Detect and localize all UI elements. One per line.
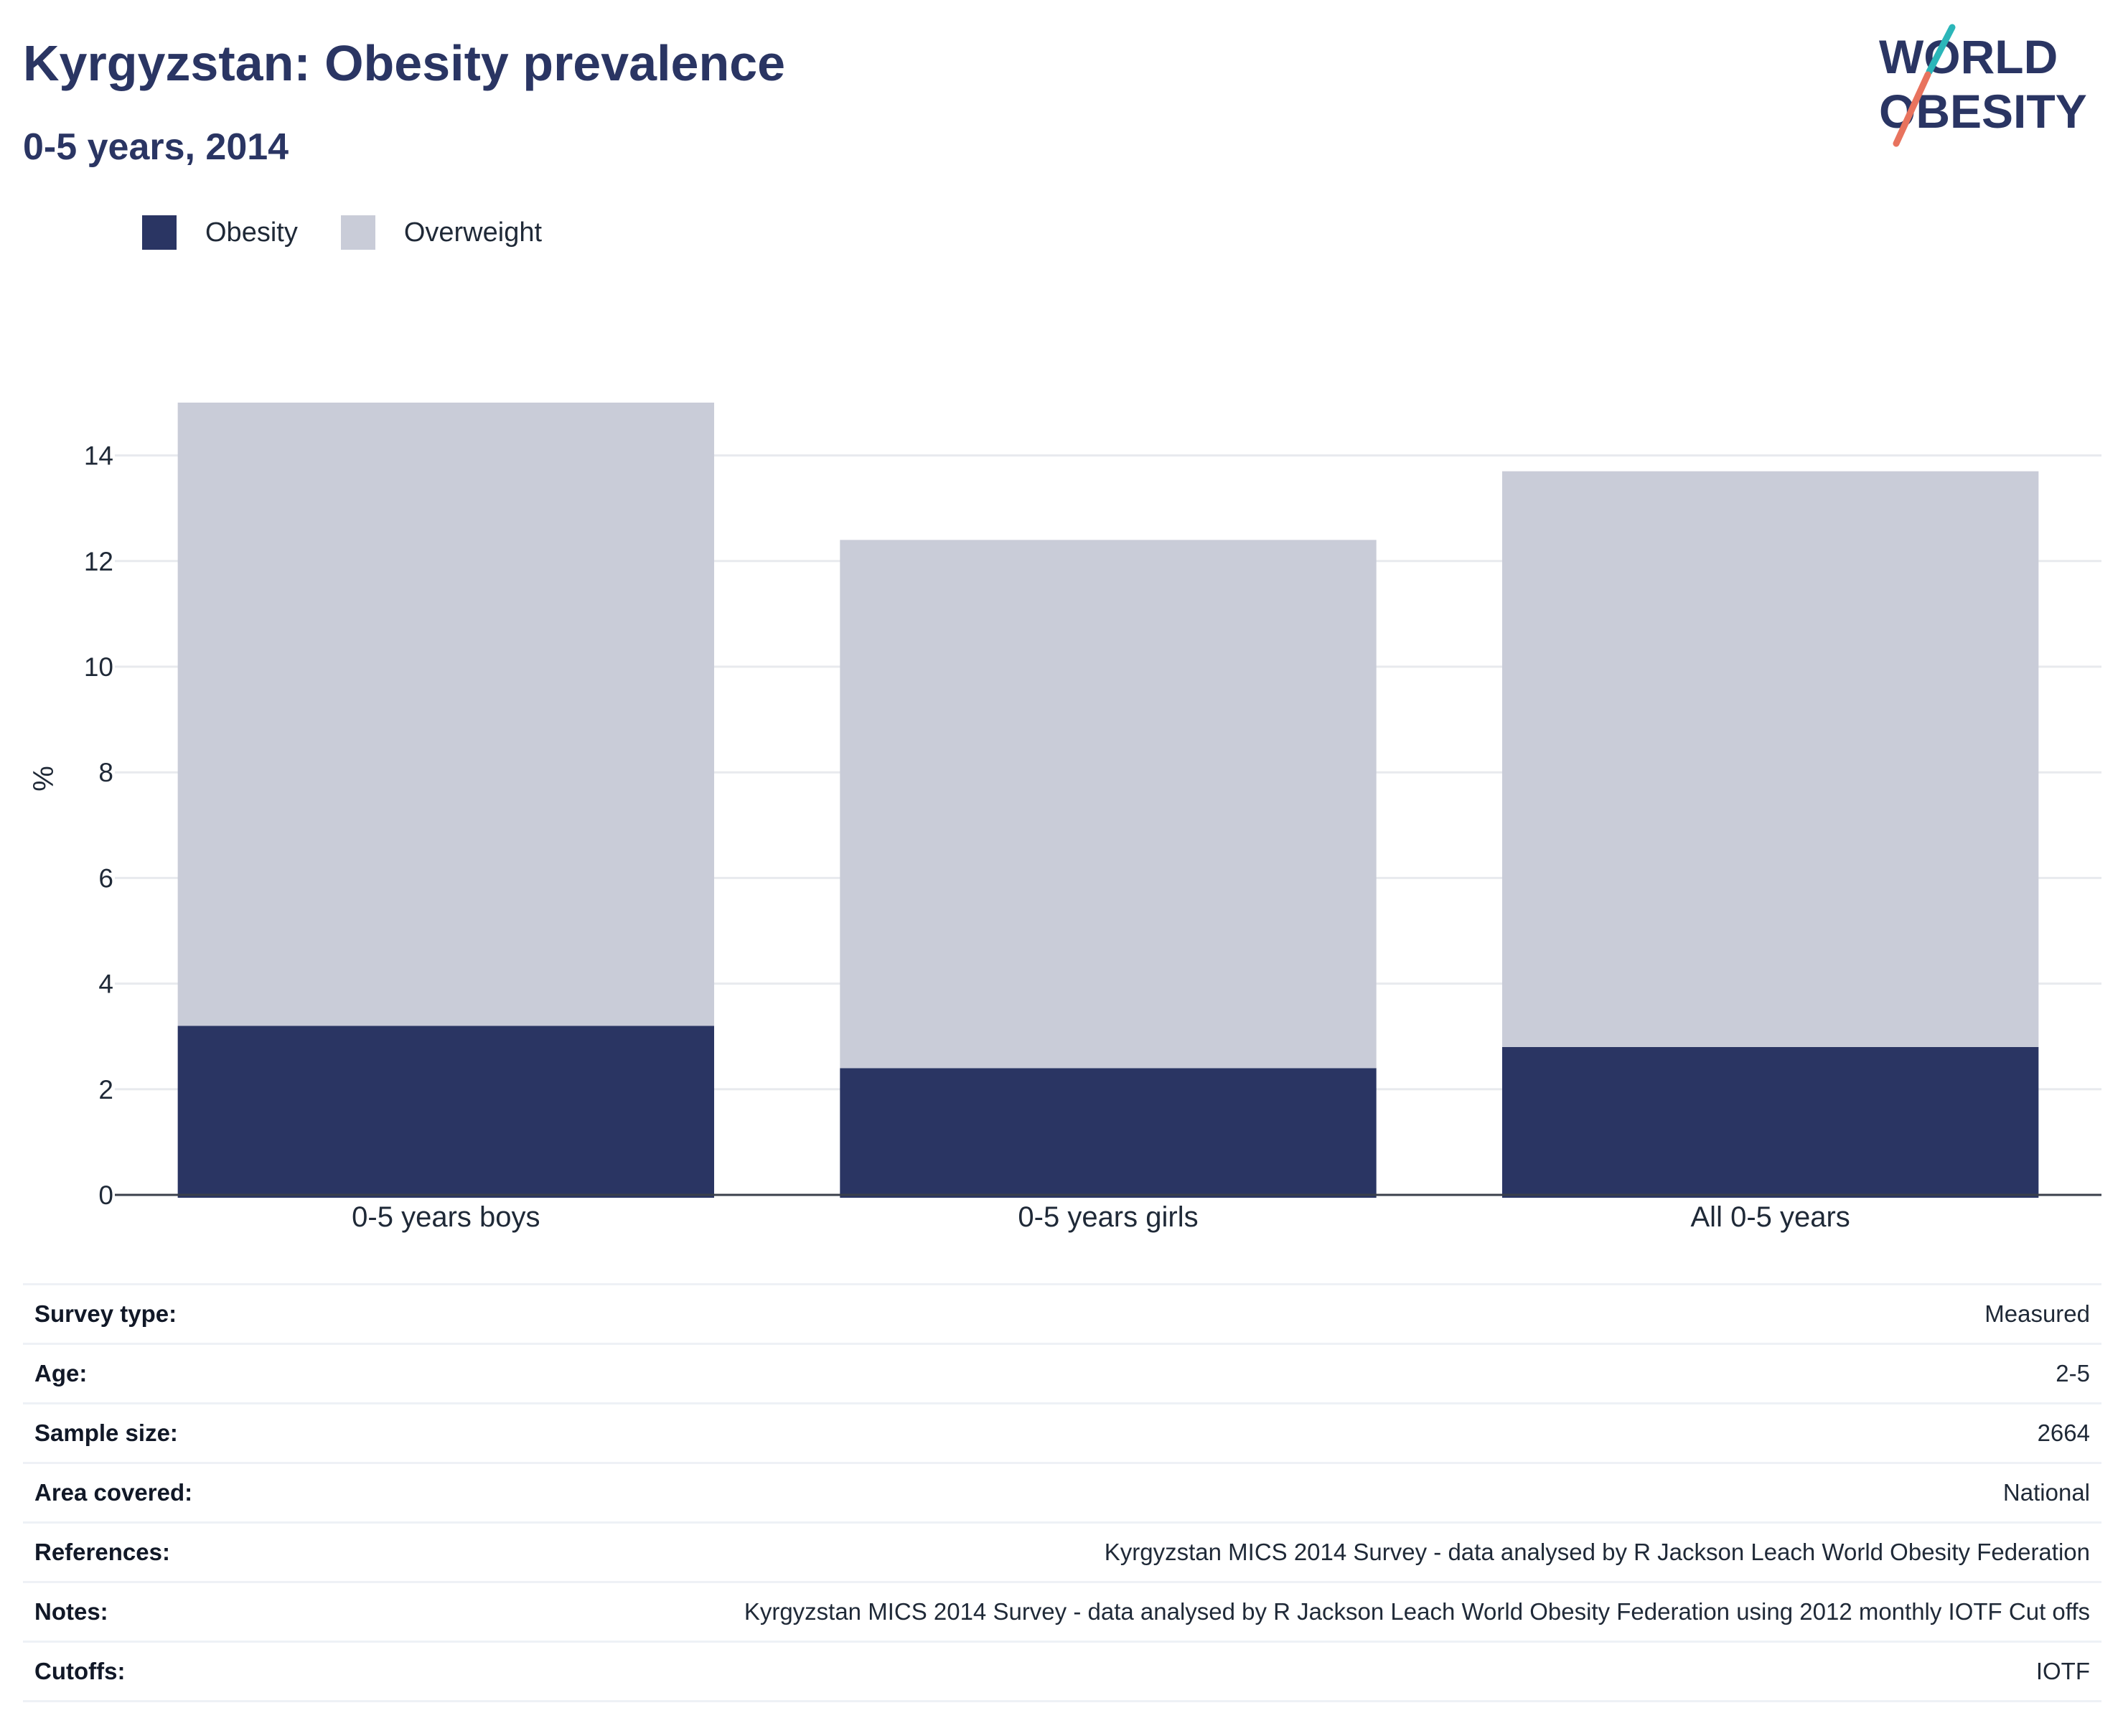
- meta-key: Notes:: [34, 1598, 108, 1625]
- x-tick-label: All 0-5 years: [1691, 1201, 1850, 1233]
- meta-row-references: References: Kyrgyzstan MICS 2014 Survey …: [23, 1524, 2101, 1583]
- meta-value: 2-5: [2056, 1360, 2090, 1387]
- bar-overweight-2: [840, 540, 1377, 1069]
- x-tick-label: 0-5 years boys: [352, 1201, 540, 1233]
- meta-row-age: Age: 2-5: [23, 1345, 2101, 1404]
- chart-title: Kyrgyzstan: Obesity prevalence: [23, 35, 786, 91]
- legend-label-overweight: Overweight: [403, 217, 543, 248]
- meta-row-survey-type: Survey type: Measured: [23, 1285, 2101, 1345]
- bar-obesity-2: [840, 1068, 1377, 1198]
- y-tick-label: 0: [98, 1181, 113, 1210]
- y-tick-label: 2: [98, 1075, 113, 1104]
- meta-key: Cutoffs:: [34, 1658, 126, 1684]
- legend-item-obesity[interactable]: Obesity: [142, 215, 298, 250]
- meta-row-sample-size: Sample size: 2664: [23, 1404, 2101, 1464]
- legend-swatch-overweight: [340, 215, 375, 250]
- bar-obesity-3: [1501, 1046, 2039, 1198]
- logo-teal-stroke: [1926, 24, 1956, 75]
- y-axis-label: %: [28, 766, 60, 792]
- meta-key: Area covered:: [34, 1479, 193, 1506]
- world-obesity-logo: WORLD OBESITY: [1879, 24, 2087, 147]
- bar-chart: 0 2 4 6 8 10 12 14% 0-5 years boys 0-5 years girl…: [28, 403, 2101, 1233]
- y-tick-label: 10: [84, 652, 113, 682]
- logo-coral-stroke: [1893, 71, 1931, 147]
- chart-legend: Obesity Overweight: [142, 215, 585, 250]
- meta-key: Survey type:: [34, 1300, 177, 1327]
- meta-value: 2664: [2037, 1420, 2090, 1446]
- y-tick-label: 6: [98, 863, 113, 893]
- meta-value: National: [2002, 1479, 2090, 1506]
- legend-item-overweight[interactable]: Overweight: [340, 215, 543, 250]
- meta-row-area-covered: Area covered: National: [23, 1464, 2101, 1524]
- bar-obesity-1: [177, 1026, 715, 1198]
- meta-key: Age:: [34, 1360, 88, 1387]
- meta-value: Kyrgyzstan MICS 2014 Survey - data analy…: [744, 1598, 2090, 1625]
- meta-value: Measured: [1984, 1300, 2090, 1327]
- x-tick-label: 0-5 years girls: [1018, 1201, 1198, 1233]
- logo-text-world: WORLD: [1879, 30, 2058, 83]
- survey-metadata-table: Survey type: Measured Age: 2-5 Sample si…: [23, 1283, 2101, 1702]
- y-tick-label: 4: [98, 970, 113, 999]
- y-tick-label: 8: [98, 758, 113, 787]
- meta-value: Kyrgyzstan MICS 2014 Survey - data analy…: [1104, 1539, 2090, 1565]
- bar-overweight-3: [1501, 471, 2039, 1047]
- y-tick-label: 12: [84, 547, 113, 576]
- meta-row-notes: Notes: Kyrgyzstan MICS 2014 Survey - dat…: [23, 1583, 2101, 1643]
- chart-subtitle: 0-5 years, 2014: [23, 126, 289, 168]
- bar-overweight-1: [177, 403, 715, 1026]
- meta-value: IOTF: [2035, 1658, 2090, 1684]
- meta-key: References:: [34, 1539, 170, 1565]
- legend-label-obesity: Obesity: [205, 217, 298, 248]
- meta-key: Sample size:: [34, 1420, 178, 1446]
- y-tick-label: 14: [84, 441, 113, 471]
- meta-row-cutoffs: Cutoffs: IOTF: [23, 1643, 2101, 1702]
- legend-swatch-obesity: [142, 215, 177, 250]
